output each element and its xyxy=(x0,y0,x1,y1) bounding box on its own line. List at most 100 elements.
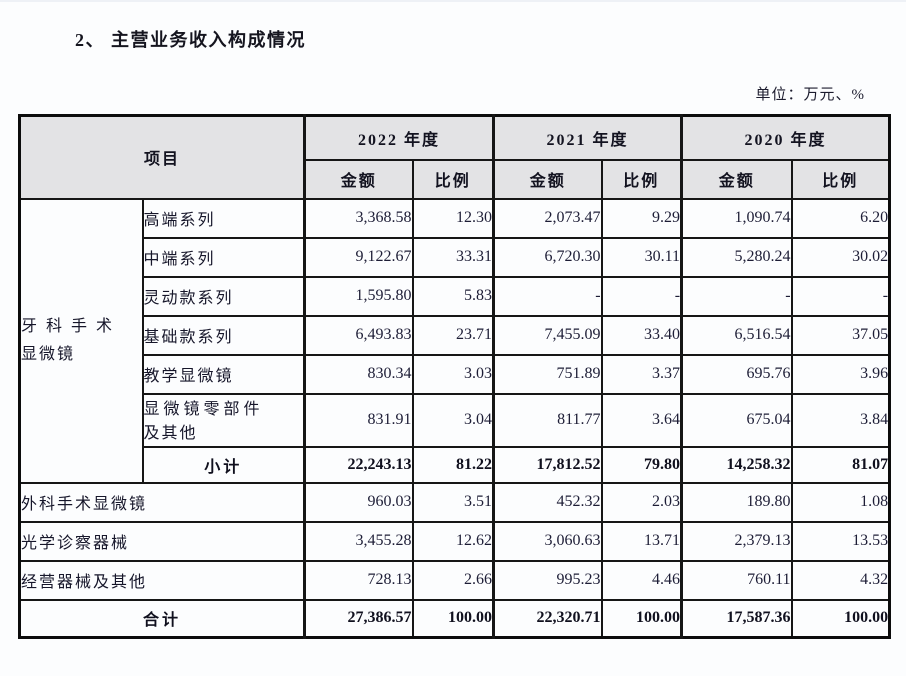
ratio-cell: 12.62 xyxy=(411,520,496,562)
revenue-table: 项目 2022 年度 2021 年度 2020 年度 金额 比例 金额 比例 金… xyxy=(18,114,892,639)
header-ratio-2020: 比例 xyxy=(790,158,891,200)
table-row: 显微镜零部件 及其他 831.91 3.04 811.77 3.64 675.0… xyxy=(20,392,891,448)
header-year-2021: 2021 年度 xyxy=(492,114,684,161)
header-amount-2020: 金额 xyxy=(680,158,793,200)
amount-cell: 831.91 xyxy=(303,392,414,448)
row-label: 经营器械及其他 xyxy=(18,559,307,601)
header-row-years: 项目 2022 年度 2021 年度 2020 年度 xyxy=(18,114,891,200)
ratio-cell: - xyxy=(600,275,684,317)
amount-cell: 695.76 xyxy=(680,353,793,395)
ratio-cell: 5.83 xyxy=(411,275,496,317)
amount-cell: 2,379.13 xyxy=(680,520,793,562)
ratio-cell: 3.96 xyxy=(790,353,891,395)
ratio-cell: 37.05 xyxy=(790,314,891,356)
table-row: 教学显微镜 830.34 3.03 751.89 3.37 695.76 3.9… xyxy=(20,353,891,395)
ratio-cell: 13.71 xyxy=(600,520,684,562)
ratio-cell: 33.31 xyxy=(411,236,496,278)
row-label-line2: 及其他 xyxy=(143,424,198,442)
amount-cell: 960.03 xyxy=(303,481,414,523)
amount-cell: 995.23 xyxy=(492,559,603,601)
header-ratio-2021: 比例 xyxy=(600,158,684,200)
ratio-cell: 30.02 xyxy=(790,236,891,278)
table-row: 基础款系列 6,493.83 23.71 7,455.09 33.40 6,51… xyxy=(20,314,891,356)
total-label: 合计 xyxy=(18,598,307,639)
amount-cell: 9,122.67 xyxy=(303,236,414,278)
row-label: 高端系列 xyxy=(141,197,307,239)
row-label: 光学诊察器械 xyxy=(18,520,307,562)
ratio-cell: 81.22 xyxy=(411,445,496,484)
row-label: 显微镜零部件 及其他 xyxy=(141,392,307,448)
table-row: 灵动款系列 1,595.80 5.83 - - - - xyxy=(20,275,891,317)
table-row: 经营器械及其他 728.13 2.66 995.23 4.46 760.11 4… xyxy=(18,559,891,601)
amount-cell: 7,455.09 xyxy=(492,314,603,356)
amount-cell: 830.34 xyxy=(303,353,414,395)
header-row-sub: 金额 比例 金额 比例 金额 比例 xyxy=(20,158,891,200)
ratio-cell: 4.32 xyxy=(790,559,891,601)
header-year-2022: 2022 年度 xyxy=(303,114,496,161)
ratio-cell: 3.84 xyxy=(790,392,891,448)
amount-cell: - xyxy=(680,275,793,317)
ratio-cell: 3.04 xyxy=(411,392,496,448)
table-row: 牙科手术 显微镜 高端系列 3,368.58 12.30 2,073.47 9.… xyxy=(18,197,891,484)
section-title: 2、 主营业务收入构成情况 xyxy=(75,30,306,50)
ratio-cell: 79.80 xyxy=(600,445,684,484)
table-row: 外科手术显微镜 960.03 3.51 452.32 2.03 189.80 1… xyxy=(18,481,891,523)
row-label: 灵动款系列 xyxy=(141,275,307,317)
row-label: 外科手术显微镜 xyxy=(18,481,307,523)
amount-cell: 189.80 xyxy=(680,481,793,523)
group-label-line1: 牙科手术 xyxy=(21,318,122,336)
header-amount-2022: 金额 xyxy=(303,158,414,200)
amount-cell: - xyxy=(492,275,603,317)
header-amount-2021: 金额 xyxy=(492,158,603,200)
amount-cell: 811.77 xyxy=(492,392,603,448)
amount-cell: 17,587.36 xyxy=(680,598,793,639)
ratio-cell: 1.08 xyxy=(790,481,891,523)
ratio-cell: 33.40 xyxy=(600,314,684,356)
subtotal-row: 小计 22,243.13 81.22 17,812.52 79.80 14,25… xyxy=(20,445,891,484)
amount-cell: 1,595.80 xyxy=(303,275,414,317)
row-label: 教学显微镜 xyxy=(141,353,307,395)
header-item: 项目 xyxy=(18,114,307,200)
amount-cell: 27,386.57 xyxy=(303,598,414,639)
amount-cell: 17,812.52 xyxy=(492,445,603,484)
table-row: 中端系列 9,122.67 33.31 6,720.30 30.11 5,280… xyxy=(20,236,891,278)
amount-cell: 22,243.13 xyxy=(303,445,414,484)
ratio-cell: 100.00 xyxy=(790,598,891,639)
ratio-cell: 100.00 xyxy=(411,598,496,639)
ratio-cell: 3.03 xyxy=(411,353,496,395)
amount-cell: 1,090.74 xyxy=(680,197,793,239)
amount-cell: 6,516.54 xyxy=(680,314,793,356)
amount-cell: 22,320.71 xyxy=(492,598,603,639)
ratio-cell: 3.51 xyxy=(411,481,496,523)
group-label-line2: 显微镜 xyxy=(21,345,76,363)
header-ratio-2022: 比例 xyxy=(411,158,496,200)
table-row: 光学诊察器械 3,455.28 12.62 3,060.63 13.71 2,3… xyxy=(18,520,891,562)
ratio-cell: 81.07 xyxy=(790,445,891,484)
ratio-cell: 13.53 xyxy=(790,520,891,562)
amount-cell: 760.11 xyxy=(680,559,793,601)
ratio-cell: - xyxy=(790,275,891,317)
row-label: 基础款系列 xyxy=(141,314,307,356)
row-label: 中端系列 xyxy=(141,236,307,278)
amount-cell: 2,073.47 xyxy=(492,197,603,239)
amount-cell: 3,060.63 xyxy=(492,520,603,562)
amount-cell: 728.13 xyxy=(303,559,414,601)
amount-cell: 6,720.30 xyxy=(492,236,603,278)
subtotal-label: 小计 xyxy=(141,445,307,484)
header-year-2020: 2020 年度 xyxy=(680,114,891,161)
row-label-line1: 显微镜零部件 xyxy=(143,401,264,419)
group-label-dental-microscope: 牙科手术 显微镜 xyxy=(18,197,144,484)
ratio-cell: 9.29 xyxy=(600,197,684,239)
amount-cell: 675.04 xyxy=(680,392,793,448)
amount-cell: 751.89 xyxy=(492,353,603,395)
ratio-cell: 2.66 xyxy=(411,559,496,601)
ratio-cell: 3.64 xyxy=(600,392,684,448)
amount-cell: 6,493.83 xyxy=(303,314,414,356)
amount-cell: 3,455.28 xyxy=(303,520,414,562)
ratio-cell: 6.20 xyxy=(790,197,891,239)
total-row: 合计 27,386.57 100.00 22,320.71 100.00 17,… xyxy=(18,598,891,639)
amount-cell: 5,280.24 xyxy=(680,236,793,278)
unit-note: 单位：万元、% xyxy=(755,87,865,103)
ratio-cell: 100.00 xyxy=(600,598,684,639)
